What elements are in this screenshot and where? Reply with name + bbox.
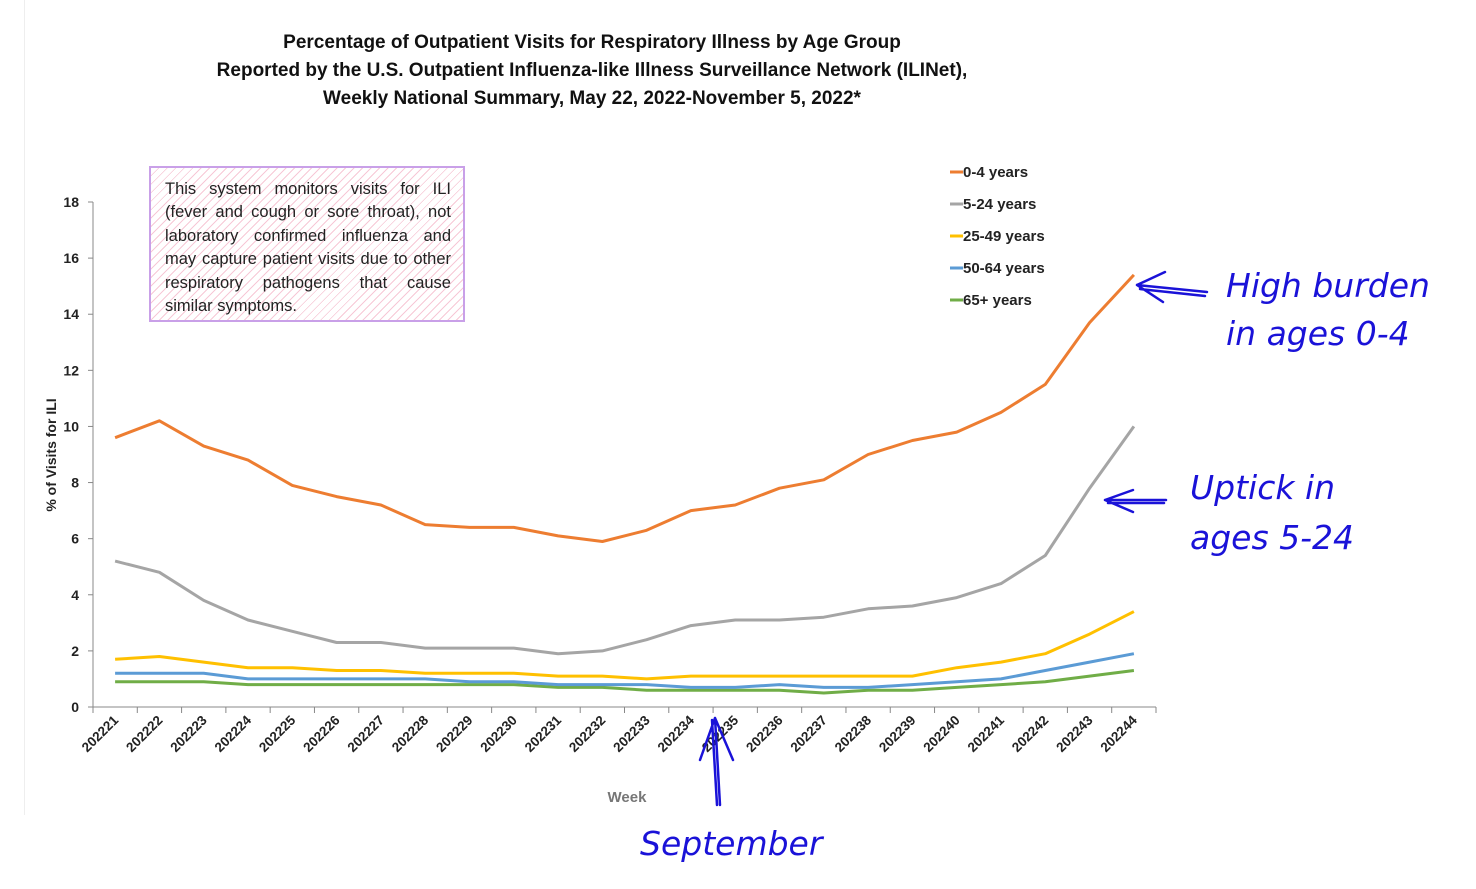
x-tick-label: 202238	[832, 712, 875, 755]
series-line-0-4-years	[114, 273, 1135, 543]
x-tick-label: 202240	[920, 713, 962, 755]
annotation-uptick-2: ages 5-24	[1190, 518, 1355, 557]
x-tick-label: 202223	[167, 712, 210, 755]
x-tick-label: 202226	[300, 712, 343, 755]
disclaimer-box: This system monitors visits for ILI (fev…	[149, 166, 465, 322]
x-tick-label: 202237	[787, 713, 829, 755]
y-tick-label: 6	[71, 531, 79, 547]
annotation-high-burden-2: in ages 0-4	[1226, 314, 1410, 353]
arrow-uptick	[1103, 488, 1168, 514]
x-tick-label: 202229	[433, 713, 475, 755]
x-tick-label: 202239	[876, 713, 918, 755]
x-tick-label: 202232	[566, 713, 608, 755]
x-tick-label: 202230	[477, 713, 519, 755]
y-tick-label: 2	[71, 643, 79, 659]
x-tick-label: 202241	[965, 712, 1008, 755]
x-tick-label: 202243	[1053, 712, 1096, 755]
x-tick-label: 202236	[743, 712, 786, 755]
legend-label: 0-4 years	[963, 164, 1028, 181]
x-tick-label: 202244	[1098, 712, 1141, 755]
annotation-uptick-1: Uptick in	[1190, 468, 1336, 507]
x-tick-label: 202233	[610, 712, 653, 755]
y-tick-label: 14	[63, 306, 79, 322]
x-tick-label: 202227	[345, 713, 387, 755]
y-axis-label: % of Visits for ILI	[43, 398, 59, 511]
series-line-65-years	[115, 669, 1135, 695]
chart-title-line-2: Reported by the U.S. Outpatient Influenz…	[216, 60, 968, 81]
y-tick-label: 12	[63, 362, 79, 378]
x-tick-label: 202234	[655, 712, 698, 755]
legend-label: 25-49 years	[963, 228, 1045, 245]
annotation-september: September	[640, 824, 823, 863]
x-tick-label: 202231	[522, 712, 565, 755]
x-tick-label: 202228	[389, 712, 432, 755]
chart-title-line-3: Weekly National Summary, May 22, 2022-No…	[323, 88, 861, 109]
legend-label: 5-24 years	[963, 196, 1036, 213]
arrow-september	[698, 716, 735, 807]
series-line-25-49-years	[115, 610, 1135, 681]
y-tick-label: 8	[71, 475, 79, 491]
x-tick-label: 202225	[256, 712, 299, 755]
x-tick-label: 202224	[212, 712, 255, 755]
y-tick-label: 10	[63, 418, 79, 434]
legend-label: 65+ years	[963, 292, 1032, 309]
x-axis-label: Week	[608, 789, 648, 806]
arrow-high-burden	[1135, 270, 1209, 304]
y-tick-label: 0	[71, 699, 79, 715]
chart-title-line-1: Percentage of Outpatient Visits for Resp…	[283, 32, 901, 53]
series-line-5-24-years	[114, 425, 1136, 656]
legend-label: 50-64 years	[963, 260, 1045, 277]
annotation-high-burden-1: High burden	[1226, 266, 1430, 305]
x-tick-label: 202221	[79, 712, 122, 755]
y-tick-label: 4	[71, 587, 79, 603]
series-line-50-64-years	[115, 652, 1135, 689]
y-tick-label: 18	[63, 194, 79, 210]
x-tick-label: 202222	[123, 713, 165, 755]
chart-frame	[24, 0, 1476, 815]
y-tick-label: 16	[63, 250, 79, 266]
disclaimer-text: This system monitors visits for ILI (fev…	[165, 180, 451, 316]
x-tick-label: 202242	[1009, 713, 1051, 755]
